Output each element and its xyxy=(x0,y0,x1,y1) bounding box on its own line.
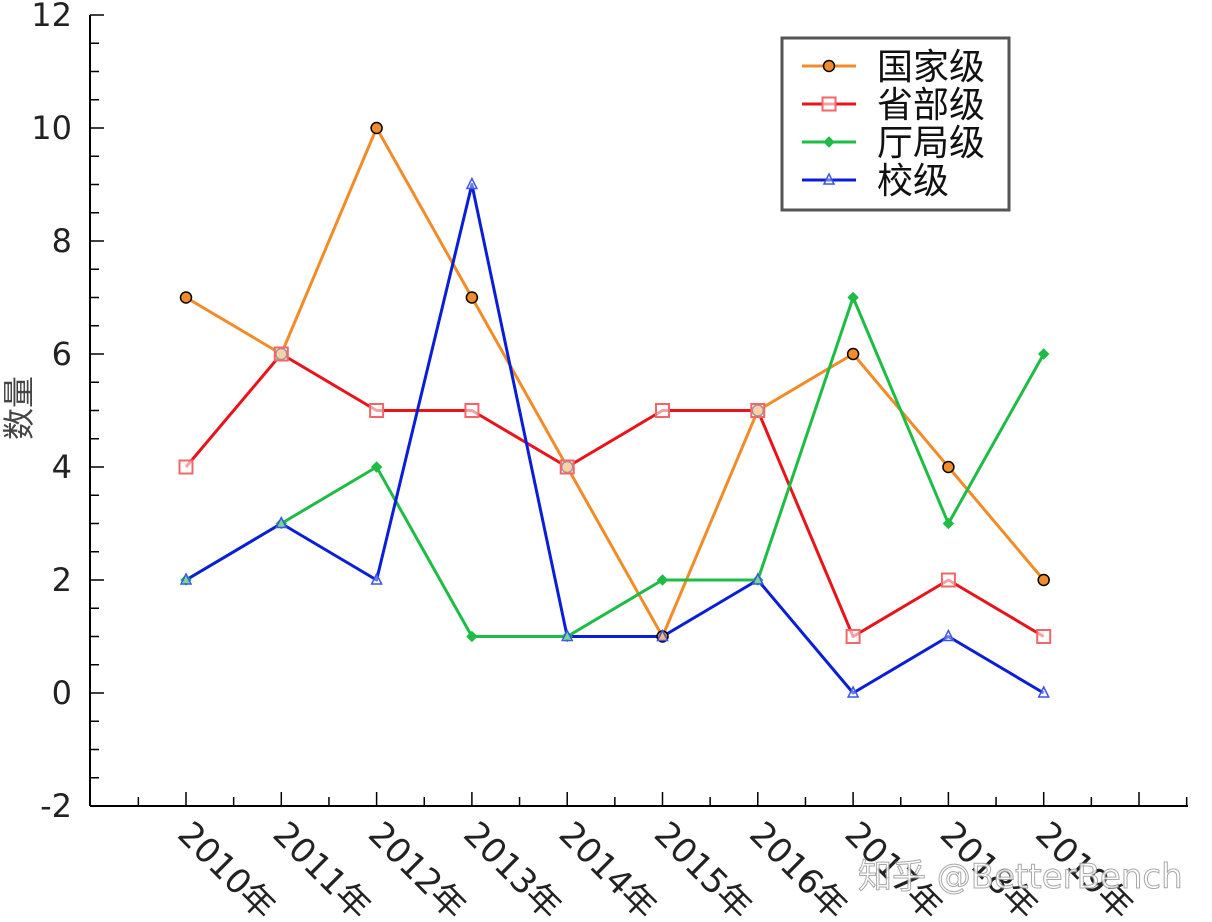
x-tick-label: 2011年 xyxy=(265,814,379,922)
data-point xyxy=(942,628,955,642)
x-tick-label: 2014年 xyxy=(551,814,665,922)
data-point xyxy=(370,461,383,473)
y-tick-label: 2 xyxy=(52,561,72,599)
y-tick-label: 4 xyxy=(52,448,72,486)
legend-marker xyxy=(821,96,837,112)
data-point xyxy=(656,574,669,586)
data-point xyxy=(466,630,478,643)
data-point xyxy=(846,347,860,361)
data-point xyxy=(846,685,860,698)
y-tick-label: -2 xyxy=(40,787,72,825)
x-tick-label: 2012年 xyxy=(360,814,474,922)
watermark: 知乎 @BetterBench xyxy=(858,857,1183,897)
series-line xyxy=(185,296,1046,638)
legend-marker xyxy=(823,136,835,148)
series-line xyxy=(184,352,1045,638)
y-tick-label: 8 xyxy=(52,222,72,260)
x-tick-label: 2015年 xyxy=(646,814,760,922)
series-markers xyxy=(178,121,1052,698)
legend-label: 校级 xyxy=(877,161,949,202)
data-point xyxy=(273,346,289,362)
data-point xyxy=(847,291,859,304)
data-point xyxy=(940,572,956,588)
data-point xyxy=(178,459,194,475)
data-point xyxy=(750,403,766,418)
data-point xyxy=(370,572,383,585)
data-point xyxy=(369,403,385,418)
data-point xyxy=(370,121,383,135)
series-lines xyxy=(184,126,1046,695)
y-tick-label: 12 xyxy=(31,0,72,34)
x-tick-label: 2016年 xyxy=(741,814,855,922)
y-axis-label: 数量 xyxy=(0,376,38,440)
y-tick-label: 6 xyxy=(52,335,72,373)
y-tick-labels: -2 0 2 4 6 8 10 12 xyxy=(31,0,72,825)
y-tick-label: 10 xyxy=(31,109,72,147)
data-point xyxy=(845,629,861,644)
legend-marker xyxy=(822,59,836,73)
data-point xyxy=(465,291,479,304)
data-point xyxy=(942,517,955,530)
axes xyxy=(89,14,1188,807)
data-point xyxy=(1037,573,1050,587)
data-point xyxy=(751,572,765,585)
legend-label: 省部级 xyxy=(877,85,985,126)
data-point xyxy=(560,628,574,642)
data-point xyxy=(1037,685,1050,698)
data-point xyxy=(1037,348,1050,360)
series-line xyxy=(185,183,1045,695)
legend-marker xyxy=(822,172,836,185)
data-point xyxy=(464,403,480,418)
data-point xyxy=(275,515,288,529)
data-point xyxy=(179,291,193,304)
data-point xyxy=(559,459,575,475)
x-tick-label: 2010年 xyxy=(170,814,284,922)
data-point xyxy=(655,403,670,418)
data-point xyxy=(656,628,669,642)
y-tick-label: 0 xyxy=(52,674,72,712)
data-point xyxy=(942,460,955,474)
data-point xyxy=(1036,629,1052,644)
x-tick-label: 2013年 xyxy=(456,814,570,922)
legend-label: 国家级 xyxy=(877,47,985,88)
data-point xyxy=(179,572,193,585)
legend-label: 厅局级 xyxy=(877,123,985,164)
data-point xyxy=(465,176,479,190)
